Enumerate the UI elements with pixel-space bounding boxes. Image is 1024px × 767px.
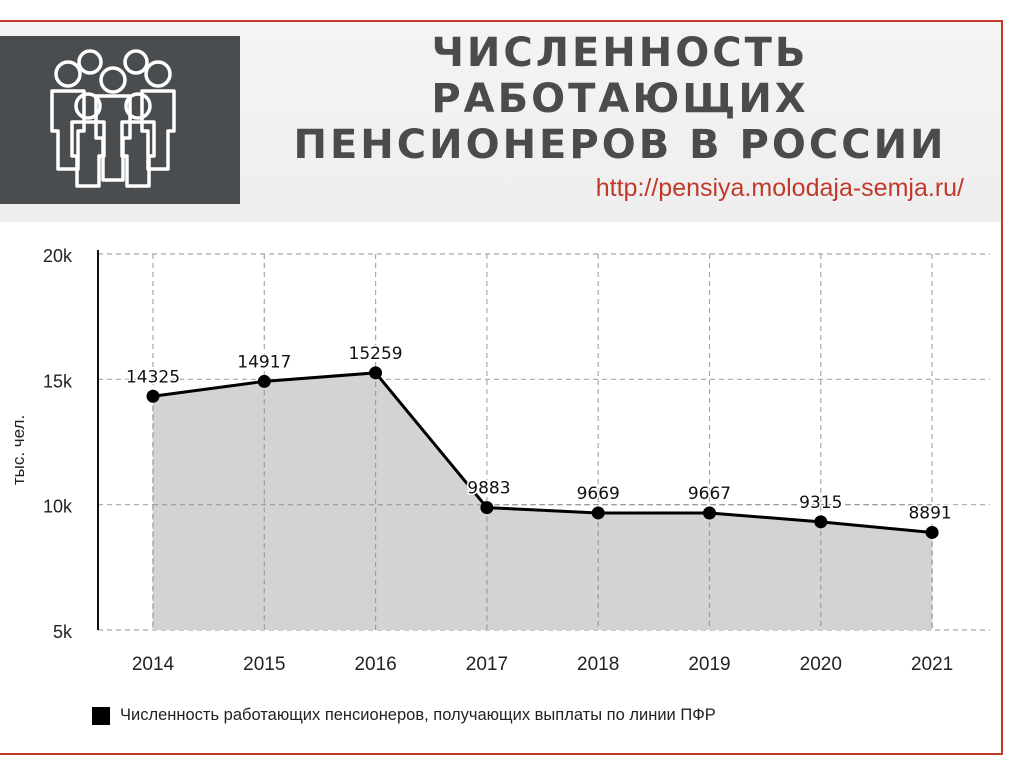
y-tick-label: 15k xyxy=(43,371,73,391)
data-point xyxy=(814,515,828,529)
data-point xyxy=(257,374,271,388)
y-axis-label: тыс. чел. xyxy=(9,415,28,485)
people-group-icon xyxy=(50,49,176,188)
data-label: 15259 xyxy=(349,344,403,364)
data-label: 9315 xyxy=(799,493,842,513)
x-tick-label: 2016 xyxy=(354,654,396,675)
x-tick-labels: 2014 2015 2016 2017 2018 2019 2020 2021 xyxy=(132,654,953,675)
legend: Численность работающих пенсионеров, полу… xyxy=(92,706,716,725)
data-point xyxy=(703,506,716,520)
data-point xyxy=(369,366,383,380)
data-point xyxy=(925,525,939,539)
data-label: 9669 xyxy=(577,484,620,504)
x-tick-label: 2014 xyxy=(132,654,175,675)
x-tick-label: 2015 xyxy=(243,654,285,675)
series-area xyxy=(153,372,933,630)
x-tick-label: 2018 xyxy=(577,654,619,675)
data-point xyxy=(480,501,494,515)
x-tick-label: 2021 xyxy=(911,654,953,675)
data-label: 14917 xyxy=(237,352,291,372)
y-tick-labels: 5k 10k 15k 20k xyxy=(43,246,73,642)
series-line xyxy=(152,371,933,534)
y-tick-label: 20k xyxy=(43,246,73,266)
x-tick-label: 2020 xyxy=(800,654,842,675)
data-point xyxy=(591,506,605,520)
legend-swatch xyxy=(92,706,110,725)
area-chart: 5k 10k 15k 20k 2014 2015 2016 2017 2018 2019 2020… xyxy=(9,246,990,675)
title-line: ЧИСЛЕННОСТЬ xyxy=(431,30,809,76)
legend-label: Численность работающих пенсионеров, полу… xyxy=(120,706,716,724)
data-point xyxy=(146,389,160,403)
data-label: 9667 xyxy=(688,484,731,504)
data-labels: 14325 14917 15259 9883 9669 9667 9315 8891 xyxy=(124,342,953,525)
data-points xyxy=(146,366,939,539)
source-url[interactable]: http://pensiya.molodaja-semja.ru/ xyxy=(595,174,964,202)
logo-box xyxy=(0,36,240,204)
y-tick-label: 10k xyxy=(43,497,73,517)
data-label: 8891 xyxy=(908,503,951,523)
title-line: РАБОТАЮЩИХ xyxy=(431,76,809,122)
y-tick-label: 5k xyxy=(53,622,73,642)
x-tick-label: 2019 xyxy=(688,654,730,675)
title-line: ПЕНСИОНЕРОВ В РОССИИ xyxy=(293,122,947,168)
page-title: ЧИСЛЕННОСТЬ РАБОТАЮЩИХ ПЕНСИОНЕРОВ В РОС… xyxy=(250,30,990,168)
data-label: 14325 xyxy=(126,367,180,387)
area-layer xyxy=(152,371,933,630)
data-label: 9883 xyxy=(467,479,510,499)
x-tick-label: 2017 xyxy=(466,654,508,675)
